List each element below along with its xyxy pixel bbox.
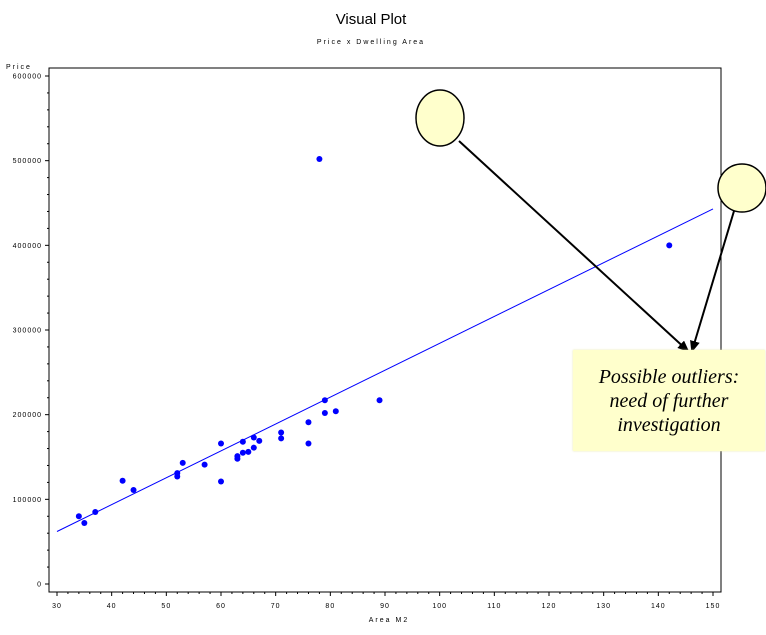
data-point [201, 461, 208, 468]
points-layer [75, 155, 673, 527]
x-tick-label: 130 [596, 603, 611, 610]
x-tick-label: 70 [271, 603, 281, 610]
note-line-1: Possible outliers: [598, 365, 740, 388]
x-tick-label: 110 [487, 603, 501, 610]
data-point [305, 440, 312, 447]
data-point [332, 408, 339, 415]
data-point [81, 520, 88, 527]
data-point [316, 155, 323, 162]
data-point [376, 397, 383, 404]
data-point [321, 409, 328, 416]
x-tick-label: 150 [706, 603, 721, 610]
y-tick-label: 300000 [13, 328, 42, 335]
data-point [174, 473, 181, 480]
data-point [250, 444, 257, 451]
data-point [256, 437, 263, 444]
x-tick-label: 80 [325, 603, 335, 610]
y-axis-label: Price [6, 64, 32, 71]
y-tick-label: 0 [37, 582, 42, 589]
y-tick-label: 600000 [13, 74, 42, 81]
outliers-note-text: Possible outliers: need of further inves… [599, 365, 740, 437]
data-point [75, 513, 82, 520]
plot-frame [48, 67, 722, 593]
chart-subtitle: Price x Dwelling Area [317, 39, 425, 46]
annotation-layer [415, 89, 766, 353]
data-point [218, 478, 224, 485]
annotation-arrow-1 [458, 140, 690, 353]
x-tick-label: 30 [52, 603, 62, 610]
x-tick-label: 40 [107, 603, 117, 610]
y-tick-label: 400000 [13, 243, 42, 250]
outliers-note-box: Possible outliers: need of further inves… [573, 350, 765, 451]
note-line-3: investigation [617, 413, 721, 436]
x-axis-ticks: 30 40 50 60 70 80 90 100 110 120 130 140 150 [52, 592, 721, 610]
x-tick-label: 140 [651, 603, 666, 610]
data-point [666, 242, 673, 249]
data-point [234, 455, 241, 462]
x-tick-label: 50 [161, 603, 171, 610]
fit-line-layer [56, 208, 714, 532]
outlier-highlight-circle-2 [717, 163, 766, 213]
x-tick-label: 100 [432, 603, 447, 610]
data-point [278, 429, 285, 436]
data-point [305, 419, 312, 426]
x-tick-label: 60 [216, 603, 226, 610]
y-tick-label: 100000 [13, 497, 42, 504]
data-point [278, 435, 285, 442]
note-line-2: need of further [609, 389, 729, 412]
data-point [218, 440, 224, 447]
x-tick-label: 120 [542, 603, 557, 610]
outlier-highlight-circle-1 [415, 89, 465, 147]
data-point [321, 397, 328, 404]
data-point [119, 477, 126, 484]
y-axis-ticks: 0 100000 200000 300000 400000 500000 600000 [13, 74, 49, 589]
chart-title: Visual Plot [336, 11, 407, 28]
annotation-arrow-2 [690, 210, 735, 353]
y-tick-label: 200000 [13, 412, 42, 419]
data-point [130, 487, 137, 494]
x-tick-label: 90 [380, 603, 390, 610]
regression-line [56, 208, 714, 532]
data-point [92, 509, 99, 516]
y-tick-label: 500000 [13, 158, 42, 165]
data-point [245, 448, 252, 455]
data-point [239, 449, 246, 456]
x-axis-label: Area M2 [369, 617, 409, 624]
data-point [250, 434, 257, 441]
data-point [179, 459, 186, 466]
data-point [239, 438, 246, 445]
